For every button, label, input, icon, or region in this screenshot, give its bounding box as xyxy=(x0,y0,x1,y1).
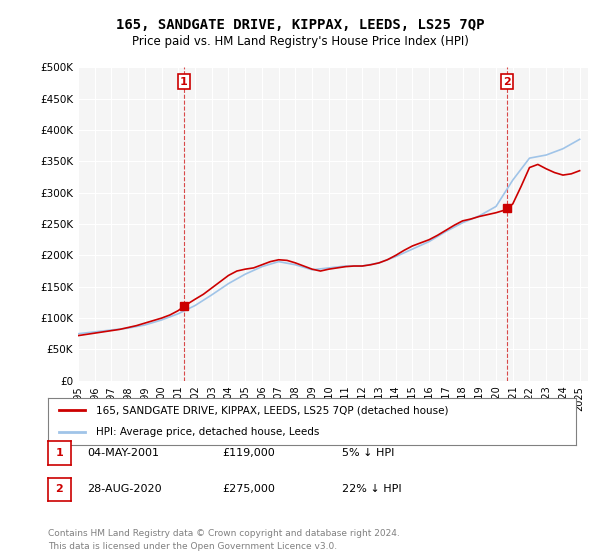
Text: £119,000: £119,000 xyxy=(222,448,275,458)
Text: 5% ↓ HPI: 5% ↓ HPI xyxy=(342,448,394,458)
Text: 165, SANDGATE DRIVE, KIPPAX, LEEDS, LS25 7QP (detached house): 165, SANDGATE DRIVE, KIPPAX, LEEDS, LS25… xyxy=(95,405,448,416)
Text: 28-AUG-2020: 28-AUG-2020 xyxy=(87,484,161,494)
Text: 165, SANDGATE DRIVE, KIPPAX, LEEDS, LS25 7QP: 165, SANDGATE DRIVE, KIPPAX, LEEDS, LS25… xyxy=(116,18,484,32)
Text: 1: 1 xyxy=(180,77,188,87)
Text: 1: 1 xyxy=(56,448,63,458)
Text: 22% ↓ HPI: 22% ↓ HPI xyxy=(342,484,401,494)
Text: 2: 2 xyxy=(56,484,63,494)
Text: £275,000: £275,000 xyxy=(222,484,275,494)
Text: Contains HM Land Registry data © Crown copyright and database right 2024.
This d: Contains HM Land Registry data © Crown c… xyxy=(48,529,400,550)
Text: 2: 2 xyxy=(503,77,511,87)
Text: HPI: Average price, detached house, Leeds: HPI: Average price, detached house, Leed… xyxy=(95,427,319,437)
Text: 04-MAY-2001: 04-MAY-2001 xyxy=(87,448,159,458)
Text: Price paid vs. HM Land Registry's House Price Index (HPI): Price paid vs. HM Land Registry's House … xyxy=(131,35,469,49)
